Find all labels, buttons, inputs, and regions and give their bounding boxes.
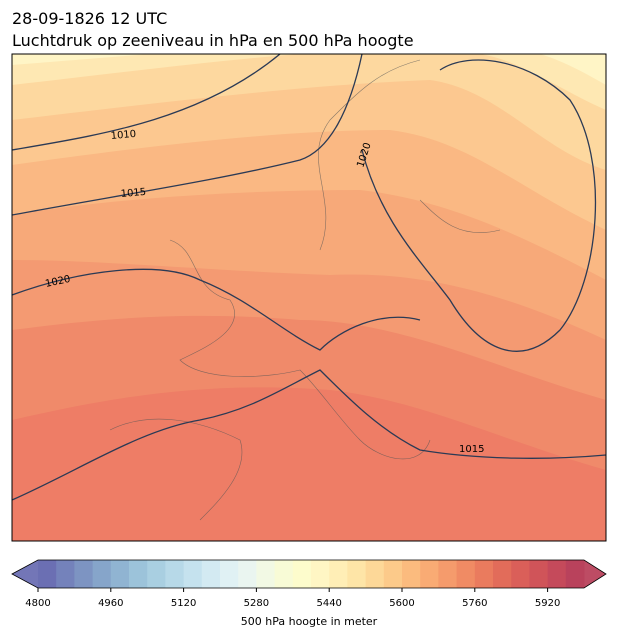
colorbar-tick-label: 4960 (98, 598, 123, 609)
colorbar-segment (438, 560, 458, 588)
colorbar-segment (329, 560, 348, 588)
colorbar-tick-label: 4800 (25, 598, 50, 609)
isobar-label: 1015 (120, 187, 146, 200)
colorbar-segment (110, 560, 130, 588)
colorbar-tick-label: 5440 (316, 598, 341, 609)
colorbar-extend (12, 560, 38, 588)
colorbar-segment (165, 560, 185, 588)
title: 28-09-1826 12 UTC (12, 9, 167, 28)
colorbar-tick-label: 5120 (171, 598, 196, 609)
colorbar-segment (201, 560, 221, 588)
map-frame (11, 53, 607, 542)
colorbar-segment (74, 560, 94, 588)
colorbar-segment (92, 560, 112, 588)
colorbar-tick-label: 5600 (389, 598, 414, 609)
colorbar-segment (147, 560, 166, 588)
subtitle: Luchtdruk op zeeniveau in hPa en 500 hPa… (12, 31, 414, 50)
colorbar-tick-label: 5920 (535, 598, 560, 609)
colorbar-segment (256, 560, 276, 588)
colorbar-segment (56, 560, 75, 588)
colorbar-label: 500 hPa hoogte in meter (241, 615, 378, 628)
colorbar-segment (420, 560, 439, 588)
isobar-label: 1015 (459, 444, 484, 455)
colorbar-segment (511, 560, 530, 588)
colorbar-segment (493, 560, 512, 588)
colorbar-segment (38, 560, 57, 588)
colorbar: 4800 4960 5120 5280 5440 5600 5760 5920 (11, 559, 607, 609)
colorbar-segment (220, 560, 239, 588)
colorbar-segment (311, 560, 330, 588)
colorbar-tick-label: 5280 (244, 598, 269, 609)
isobar-label: 1020 (44, 274, 71, 290)
colorbar-segment (529, 560, 549, 588)
colorbar-tick-label: 5760 (462, 598, 487, 609)
colorbar-extend (584, 560, 606, 588)
colorbar-segment (274, 560, 294, 588)
colorbar-segment (365, 560, 385, 588)
colorbar-segment (547, 560, 567, 588)
colorbar-segment (456, 560, 476, 588)
colorbar-segment (402, 560, 421, 588)
colorbar-segment (474, 560, 494, 588)
colorbar-segment (238, 560, 257, 588)
colorbar-segment (347, 560, 367, 588)
isobar-label: 1010 (110, 129, 136, 142)
colorbar-segment (129, 560, 148, 588)
colorbar-segment (292, 560, 312, 588)
colorbar-segment (383, 560, 403, 588)
map (12, 54, 606, 541)
colorbar-segment (565, 560, 585, 588)
colorbar-segment (183, 560, 203, 588)
